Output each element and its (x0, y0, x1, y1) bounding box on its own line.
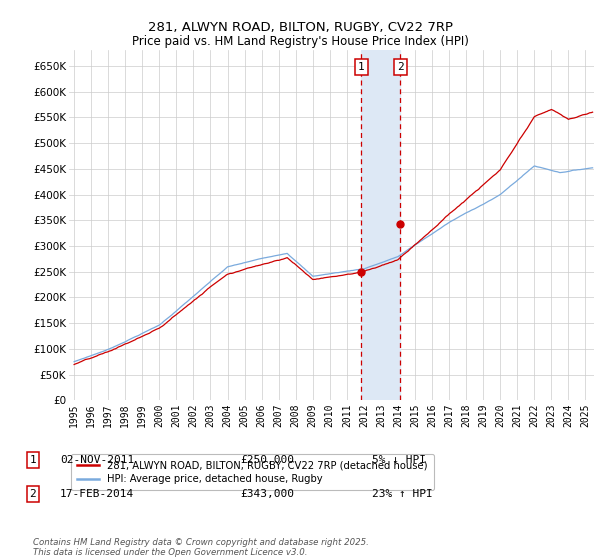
Text: 02-NOV-2011: 02-NOV-2011 (60, 455, 134, 465)
Text: 5% ↓ HPI: 5% ↓ HPI (372, 455, 426, 465)
Text: 17-FEB-2014: 17-FEB-2014 (60, 489, 134, 499)
Text: 23% ↑ HPI: 23% ↑ HPI (372, 489, 433, 499)
Text: Price paid vs. HM Land Registry's House Price Index (HPI): Price paid vs. HM Land Registry's House … (131, 35, 469, 48)
Text: £343,000: £343,000 (240, 489, 294, 499)
Text: 1: 1 (29, 455, 37, 465)
Text: 2: 2 (397, 62, 403, 72)
Legend: 281, ALWYN ROAD, BILTON, RUGBY, CV22 7RP (detached house), HPI: Average price, d: 281, ALWYN ROAD, BILTON, RUGBY, CV22 7RP… (71, 454, 434, 491)
Text: 2: 2 (29, 489, 37, 499)
Text: Contains HM Land Registry data © Crown copyright and database right 2025.
This d: Contains HM Land Registry data © Crown c… (33, 538, 369, 557)
Bar (361, 50, 400, 400)
Text: 1: 1 (358, 62, 365, 72)
Text: £250,000: £250,000 (240, 455, 294, 465)
Text: 281, ALWYN ROAD, BILTON, RUGBY, CV22 7RP: 281, ALWYN ROAD, BILTON, RUGBY, CV22 7RP (148, 21, 452, 34)
